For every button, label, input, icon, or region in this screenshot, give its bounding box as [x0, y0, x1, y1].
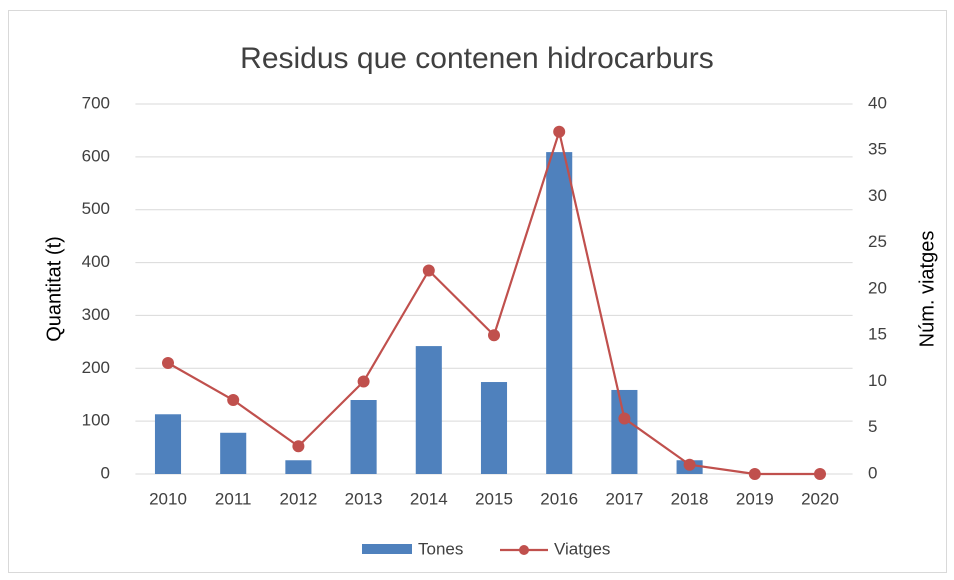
x-tick-label: 2019 — [736, 489, 774, 508]
x-tick-label: 2010 — [149, 489, 187, 508]
x-tick-label: 2015 — [475, 489, 513, 508]
line-marker — [488, 329, 500, 342]
y-tick-label: 100 — [82, 411, 110, 430]
legend-label: Tones — [418, 539, 463, 558]
line-marker — [292, 440, 305, 453]
y2-tick-label: 15 — [868, 325, 887, 344]
chart-border — [8, 10, 947, 573]
bar — [350, 400, 377, 474]
line-marker — [618, 412, 631, 425]
y2-tick-label: 40 — [868, 93, 887, 112]
bar — [480, 382, 508, 474]
y2-tick-label: 0 — [868, 463, 877, 482]
line-marker — [227, 394, 240, 406]
y2-tick-label: 20 — [868, 278, 887, 297]
y-tick-label: 600 — [82, 146, 110, 165]
bar — [546, 152, 573, 474]
bar — [611, 389, 638, 474]
y2-tick-label: 25 — [868, 232, 887, 251]
y-tick-label: 200 — [82, 358, 110, 377]
line-marker — [162, 357, 174, 369]
x-tick-label: 2018 — [671, 489, 709, 508]
x-tick-label: 2020 — [801, 489, 839, 508]
legend-marker — [519, 545, 529, 555]
line-marker — [553, 125, 566, 138]
bar — [285, 460, 312, 474]
y-axis-label: Quantitat (t) — [43, 236, 65, 342]
y-tick-label: 500 — [82, 199, 110, 218]
legend-label: Viatges — [554, 539, 610, 558]
y2-tick-label: 30 — [868, 186, 887, 205]
y2-tick-label: 10 — [868, 371, 887, 390]
chart-title: Residus que contenen hidrocarburs — [240, 42, 714, 75]
bar — [154, 414, 182, 474]
x-tick-label: 2012 — [279, 489, 317, 508]
y2-tick-label: 35 — [868, 140, 887, 159]
line-marker — [748, 468, 761, 480]
y-tick-label: 700 — [82, 93, 110, 112]
y2-axis-label: Núm. viatges — [916, 231, 938, 348]
legend-swatch — [362, 544, 412, 554]
line-marker — [814, 468, 826, 480]
y-tick-label: 300 — [82, 305, 110, 324]
y-tick-label: 0 — [101, 463, 110, 482]
bar — [415, 346, 442, 474]
x-tick-label: 2017 — [605, 489, 643, 508]
y-tick-label: 400 — [82, 252, 110, 271]
line-marker — [683, 458, 696, 471]
x-tick-label: 2016 — [540, 489, 578, 508]
x-tick-label: 2014 — [410, 489, 448, 508]
bar — [220, 432, 247, 474]
x-tick-label: 2011 — [215, 489, 252, 508]
y2-tick-label: 5 — [868, 417, 877, 436]
x-tick-label: 2013 — [345, 489, 383, 508]
line-marker — [422, 264, 435, 277]
line-marker — [357, 375, 370, 388]
